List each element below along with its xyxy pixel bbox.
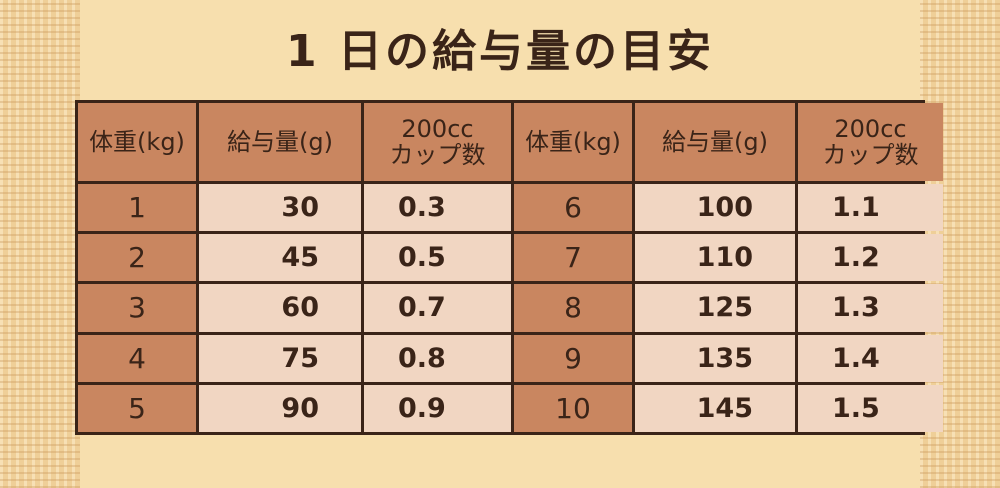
- value-cell: 100: [635, 184, 795, 232]
- header-text: カップ数: [389, 141, 486, 169]
- value-cell: 30: [199, 184, 361, 232]
- weight-cell: 4: [78, 334, 196, 382]
- header-cell: 体重(kg): [514, 103, 632, 181]
- value-cell: 0.8: [364, 334, 511, 382]
- value-cell: 0.9: [364, 384, 511, 432]
- value-cell: 1.3: [798, 284, 943, 332]
- header-text: 給与量(g): [227, 128, 333, 156]
- header-cell: 給与量(g): [199, 103, 361, 181]
- value-cell: 0.5: [364, 234, 511, 282]
- title: 1 日の給与量の目安: [286, 26, 714, 77]
- value-cell: 125: [635, 284, 795, 332]
- texture: [0, 0, 80, 488]
- weight-cell: 1: [78, 184, 196, 232]
- value-cell: 60: [199, 284, 361, 332]
- header-cell: 200cc カップ数: [798, 103, 943, 181]
- header-text: カップ数: [822, 141, 919, 169]
- header-cell: 体重(kg): [78, 103, 196, 181]
- header-text: 200cc: [834, 115, 907, 143]
- weight-cell: 7: [514, 234, 632, 282]
- header-cell: 200cc カップ数: [364, 103, 511, 181]
- value-cell: 1.5: [798, 384, 943, 432]
- value-cell: 0.7: [364, 284, 511, 332]
- value-cell: 0.3: [364, 184, 511, 232]
- weight-cell: 5: [78, 384, 196, 432]
- weight-cell: 10: [514, 384, 632, 432]
- header-text: 体重(kg): [89, 128, 185, 156]
- header-text: 給与量(g): [662, 128, 768, 156]
- value-cell: 45: [199, 234, 361, 282]
- value-cell: 75: [199, 334, 361, 382]
- value-cell: 145: [635, 384, 795, 432]
- value-cell: 1.2: [798, 234, 943, 282]
- weight-cell: 8: [514, 284, 632, 332]
- header-text: 体重(kg): [525, 128, 621, 156]
- weight-cell: 2: [78, 234, 196, 282]
- value-cell: 135: [635, 334, 795, 382]
- weight-cell: 3: [78, 284, 196, 332]
- weight-cell: 9: [514, 334, 632, 382]
- value-cell: 1.1: [798, 184, 943, 232]
- value-cell: 1.4: [798, 334, 943, 382]
- weight-cell: 6: [514, 184, 632, 232]
- header-text: 200cc: [401, 115, 474, 143]
- header-cell: 給与量(g): [635, 103, 795, 181]
- feeding-table: 体重(kg) 給与量(g) 200cc カップ数 体重(kg) 給与量(g) 200cc カッ…: [75, 100, 943, 435]
- value-cell: 110: [635, 234, 795, 282]
- value-cell: 90: [199, 384, 361, 432]
